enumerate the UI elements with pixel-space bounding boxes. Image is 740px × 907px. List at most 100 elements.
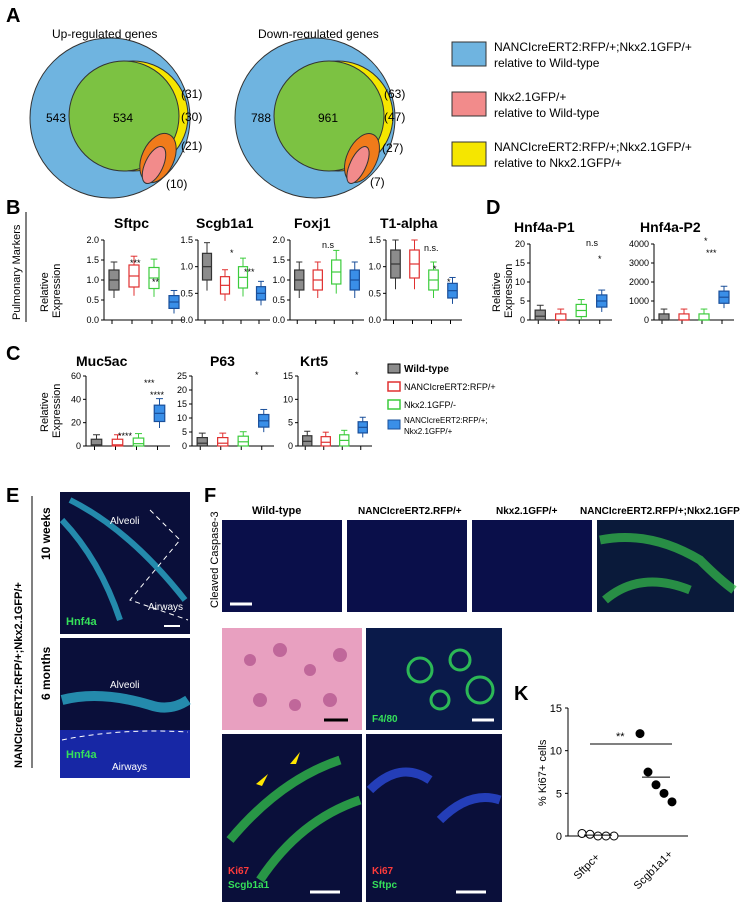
k-point [601,831,611,841]
y-tick-label: 20 [177,385,187,395]
panel-e-time-2: 6 months [39,646,53,700]
y-tick-label: 15 [515,258,525,268]
b-sig-t1-2: * [433,264,437,274]
y-tick-label: 0.0 [86,315,99,325]
panel-d-ylabel-1: Relative [491,272,503,312]
b-sig-scgb-2: *** [244,267,255,277]
y-tick-label: 2.0 [86,235,99,245]
y-tick-label: 15 [283,371,293,381]
c-sig-muc-1: *** [144,378,155,388]
j-stain-sftpc: Sftpc [372,880,397,891]
venn-up-count-5: (21) [181,139,202,153]
panel-b-ylabel-1: Relative [39,272,51,312]
venn-down: 788 961 (63) (47) (27) (7) [234,37,405,199]
legend-double-label-1: NANCIcreERT2:RFP/+; [404,416,488,425]
k-point [667,797,677,807]
box [320,436,331,447]
g-cell [333,648,347,662]
c-sig-p63: * [255,370,259,380]
k-point [651,780,661,790]
g-cell [273,643,287,657]
y-tick-label: 25 [177,371,187,381]
micrograph-f1 [222,520,342,612]
e1-airways: Airways [148,602,183,613]
box [111,438,124,447]
y-tick-label: 0 [76,441,81,451]
panel-f-side-label: Cleaved Caspase-3 [209,511,221,608]
venn-down-count-6: (7) [370,175,385,189]
f-col-2: NANCIcreERT2.RFP/+ [358,506,462,517]
panel-d-label: D [486,197,500,219]
k-xlabel-1: Sftpc+ [572,851,603,882]
y-tick-label: 15 [177,399,187,409]
micrograph-f2 [347,520,467,612]
e2-airway-region [60,730,190,778]
y-tick-label: 0 [288,441,293,451]
k-sig: ** [616,731,625,743]
venn-down-count-5: (27) [382,141,403,155]
micrograph-h [366,628,502,730]
d-title-p1: Hnf4a-P1 [514,219,575,235]
legend-swatch-yellow [451,141,487,167]
panel-b-ylabel-2: Expression [51,264,63,318]
panel-k-label: K [514,683,529,705]
g-cell [323,693,337,707]
k-point [609,831,619,841]
b-title-foxj1: Foxj1 [294,215,331,231]
f-col-3: Nkx2.1GFP/+ [496,506,558,517]
venn-up-count-3: (31) [181,87,202,101]
box [555,313,567,321]
box [658,313,670,321]
panel-d-ylabel-2: Expression [503,264,515,318]
y-tick-label: 3000 [629,258,649,268]
panel-e-side-label: NANCIcreERT2:RFP/+;Nkx2.1GFP/+ [13,582,25,768]
f-col-4: NANCIcreERT2.RFP/+;Nkx2.1GFP/+ [580,506,740,517]
b-sig-foxj1-1: n.s [322,240,335,250]
c-title-muc5ac: Muc5ac [76,353,128,369]
k-y-tick-label: 0 [556,831,562,843]
box [196,437,208,447]
h-cell [465,675,495,705]
h-stain: F4/80 [372,714,398,725]
venn-down-count-2: 961 [318,111,338,125]
k-y-tick-label: 10 [550,746,562,758]
legend-text-3a: NANCIcreERT2:RFP/+;Nkx2.1GFP/+ [494,140,692,154]
panel-f-label: F [204,485,216,507]
boxplot-p63: 25 20 15 10 5 0 [177,371,274,451]
box [132,437,145,447]
h-cell [429,689,451,711]
i-scgb-signal [226,755,362,883]
b-title-t1alpha: T1-alpha [380,215,438,231]
boxplot-hnf4a-p1: 20 15 10 5 0 [515,239,612,325]
y-tick-label: 10 [177,413,187,423]
legend-nkx-swatch [387,399,401,410]
y-tick-label: 60 [71,371,81,381]
k-point [585,829,595,839]
panel-e-label: E [6,485,19,507]
box [678,313,690,321]
d-sig-p2-2: *** [706,248,717,258]
k-ylabel: % Ki67+ cells [537,739,549,806]
legend-text-1a: NANCIcreERT2:RFP/+;Nkx2.1GFP/+ [494,40,692,54]
e2-dashed-boundary [61,730,189,741]
e1-alveoli: Alveoli [110,516,139,527]
y-tick-label: 2000 [629,277,649,287]
venn-up-pink [141,145,167,185]
y-tick-label: 1.0 [272,275,285,285]
y-tick-label: 10 [515,277,525,287]
h-cell [406,656,434,684]
legend-swatch-pink [451,91,487,117]
venn-down-count-3: (63) [384,87,405,101]
i-arrow-2 [256,774,268,786]
h-cell [448,648,472,672]
y-tick-label: 20 [515,239,525,249]
b-sig-sftpc-1: *** [130,258,141,268]
d-sig-p2-1: * [704,236,708,246]
y-tick-label: 1.5 [368,235,381,245]
panel-b-side-label: Pulmonary Markers [11,224,23,320]
k-point [659,788,669,798]
y-tick-label: 0 [182,441,187,451]
k-point [643,767,653,777]
y-tick-label: 0.0 [272,315,285,325]
